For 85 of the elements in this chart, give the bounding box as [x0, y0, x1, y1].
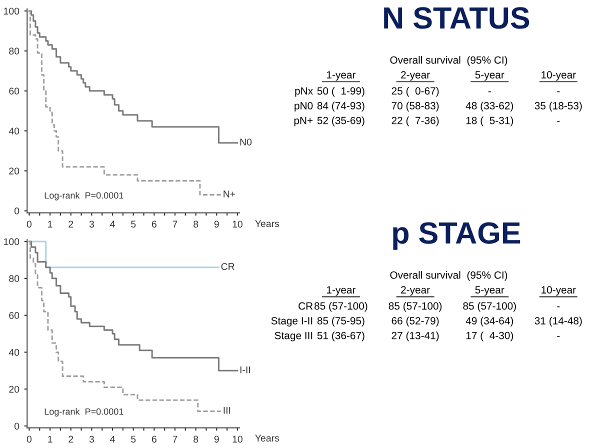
series-label: N0 — [240, 138, 252, 146]
text: - — [557, 120, 560, 122]
text: 51 (36-67) — [317, 332, 364, 342]
x-tick-label: 4 — [110, 220, 115, 228]
text: - — [488, 91, 491, 92]
x-tick-label: 4 — [110, 436, 115, 443]
category-label: 10-year — [542, 71, 576, 81]
y-tick-label: 40 — [8, 348, 20, 356]
y-tick-label: 0 — [14, 208, 20, 214]
text: 17 ( 4-30) — [466, 332, 514, 342]
category-label: pN0 — [294, 102, 313, 112]
category-label: CR — [298, 302, 313, 310]
y-tick-label: 60 — [9, 88, 20, 95]
x-axis-title: Years — [255, 434, 280, 442]
text: 35 (18-53) — [534, 102, 582, 112]
x-tick-label: 6 — [152, 436, 156, 443]
series-label: N+ — [224, 190, 236, 198]
annotation: Log-rank P=0.0001 — [44, 192, 124, 200]
x-axis-title: Years — [255, 220, 280, 228]
x-tick-label: 5 — [131, 436, 136, 443]
text: 85 (75-95) — [317, 316, 364, 327]
text: 66 (52-79) — [392, 316, 439, 327]
category-label: 5-year — [475, 286, 504, 296]
x-tick-label: 10 — [232, 436, 242, 443]
x-tick-label: 7 — [172, 436, 178, 443]
y-tick-label: 20 — [9, 386, 20, 393]
x-tick-label: 5 — [131, 220, 136, 228]
x-tick-label: 3 — [89, 220, 94, 228]
category-label: 2-year — [401, 71, 430, 81]
text: 18 ( 5-31) — [466, 116, 514, 126]
x-tick-label: 1 — [48, 220, 52, 228]
x-tick-label: 8 — [194, 436, 198, 443]
y-tick-label: 100 — [4, 238, 20, 246]
text: 31 (14-48) — [534, 316, 582, 327]
series-label: CR — [221, 263, 234, 270]
y-tick-label: 60 — [9, 312, 20, 319]
text: 85 (57-100) — [463, 302, 516, 312]
text: 52 (35-69) — [317, 116, 364, 126]
y-tick-label: 20 — [9, 168, 20, 174]
category-label: Stage III — [274, 332, 312, 342]
category-label: 1-year — [326, 286, 356, 296]
text: p STAGE — [393, 222, 520, 250]
text: Overall survival (95% CI) — [390, 56, 508, 66]
text: N STATUS — [384, 7, 530, 29]
text: 50 ( 1-99) — [317, 86, 364, 97]
text: 84 (74-93) — [317, 102, 364, 112]
x-tick-label: 2 — [68, 436, 74, 443]
category-label: 2-year — [401, 286, 430, 296]
x-tick-label: 6 — [152, 220, 156, 228]
x-tick-label: 0 — [26, 220, 32, 228]
x-tick-label: 3 — [89, 436, 94, 443]
category-label: pN+ — [294, 116, 313, 126]
x-tick-label: 7 — [172, 220, 178, 228]
x-tick-label: 2 — [68, 220, 74, 228]
category-label: 10-year — [542, 286, 576, 296]
y-tick-label: 40 — [8, 128, 20, 134]
y-tick-label: 0 — [14, 422, 20, 430]
x-tick-label: 8 — [194, 220, 198, 228]
series-label: I-II — [240, 366, 250, 374]
text: 27 (13-41) — [392, 332, 439, 342]
annotation: Log-rank P=0.0001 — [44, 408, 124, 417]
text: 70 (58-83) — [392, 102, 439, 112]
text: 85 (57-100) — [314, 302, 368, 312]
y-tick-label: 80 — [9, 48, 20, 55]
x-tick-label: 9 — [214, 220, 219, 228]
text: 49 (34-64) — [466, 316, 514, 327]
text: - — [557, 91, 560, 92]
text: 48 (33-62) — [466, 102, 514, 112]
x-tick-label: 9 — [214, 436, 219, 443]
x-tick-label: 0 — [26, 436, 32, 443]
x-tick-label: 10 — [232, 220, 242, 228]
series-label: III — [224, 407, 230, 414]
text: - — [557, 306, 560, 308]
text: 85 (57-100) — [388, 302, 442, 312]
category-label: 5-year — [475, 71, 504, 81]
category-label: Stage I-II — [271, 317, 312, 327]
y-tick-label: 100 — [4, 8, 20, 15]
text: 22 ( 7-36) — [392, 116, 439, 126]
text: - — [557, 336, 560, 337]
x-tick-label: 1 — [48, 436, 52, 443]
category-label: 1-year — [326, 71, 356, 81]
category-label: pNx — [295, 87, 313, 97]
text: 25 ( 0-67) — [392, 86, 439, 97]
y-tick-label: 80 — [9, 275, 20, 282]
text: Overall survival (95% CI) — [390, 271, 508, 281]
